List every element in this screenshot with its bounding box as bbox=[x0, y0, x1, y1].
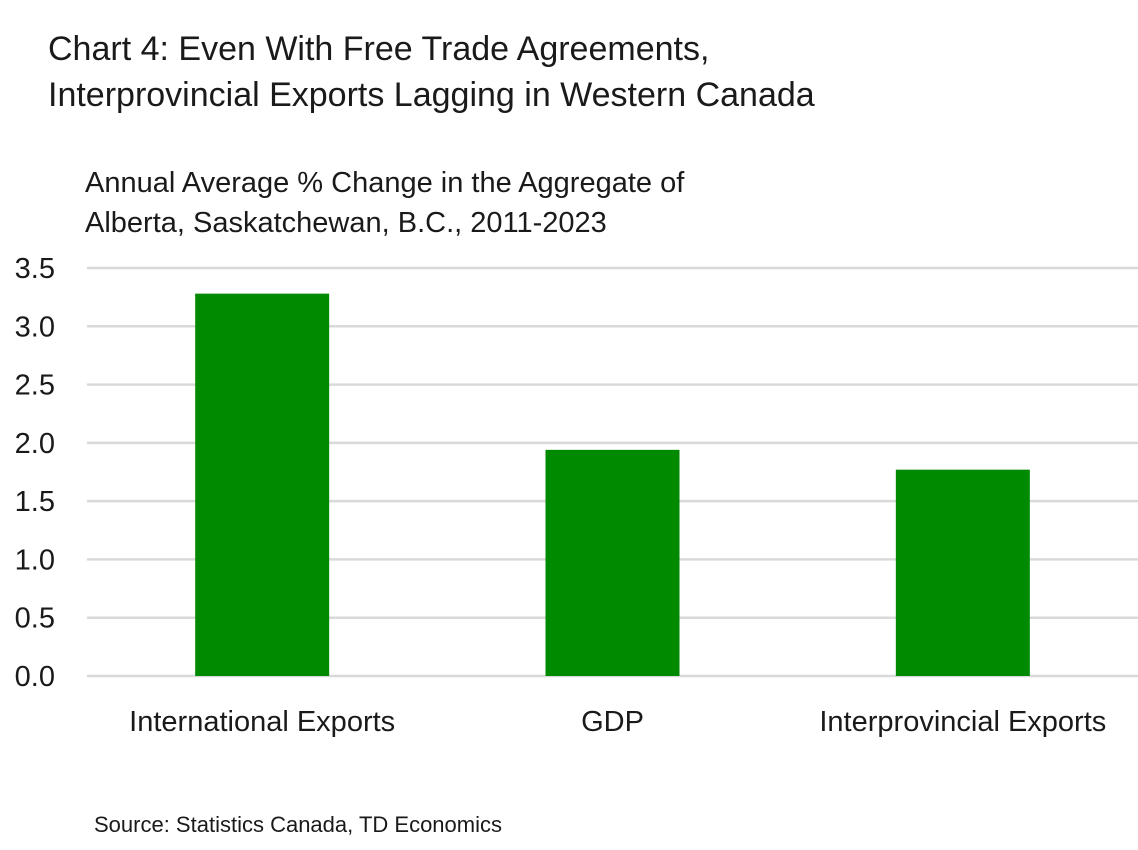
y-tick-label: 2.0 bbox=[15, 428, 55, 460]
y-axis-title-line-2: Alberta, Saskatchewan, B.C., 2011-2023 bbox=[85, 207, 607, 239]
x-tick-label: International Exports bbox=[129, 706, 395, 738]
source-note: Source: Statistics Canada, TD Economics bbox=[94, 812, 502, 837]
y-tick-label: 3.0 bbox=[15, 311, 55, 343]
bar-gdp bbox=[545, 449, 680, 676]
y-tick-label: 2.5 bbox=[15, 370, 55, 402]
chart-title: Chart 4: Even With Free Trade Agreements… bbox=[48, 26, 1108, 118]
y-axis-title-line-1: Annual Average % Change in the Aggregate… bbox=[85, 167, 685, 199]
y-axis-title: Annual Average % Change in the Aggregate… bbox=[85, 163, 985, 243]
y-tick-label: 3.5 bbox=[15, 253, 55, 285]
chart-title-line-1: Chart 4: Even With Free Trade Agreements… bbox=[48, 30, 710, 68]
chart-title-line-2: Interprovincial Exports Lagging in Weste… bbox=[48, 76, 815, 114]
y-tick-label: 1.0 bbox=[15, 544, 55, 576]
bar-interprovincial-exports bbox=[895, 469, 1030, 676]
y-tick-label: 0.5 bbox=[15, 603, 55, 635]
y-tick-label: 0.0 bbox=[15, 661, 55, 693]
x-tick-label: GDP bbox=[581, 706, 644, 738]
x-tick-label: Interprovincial Exports bbox=[819, 706, 1106, 738]
y-tick-label: 1.5 bbox=[15, 486, 55, 518]
bar-international-exports bbox=[195, 293, 330, 676]
